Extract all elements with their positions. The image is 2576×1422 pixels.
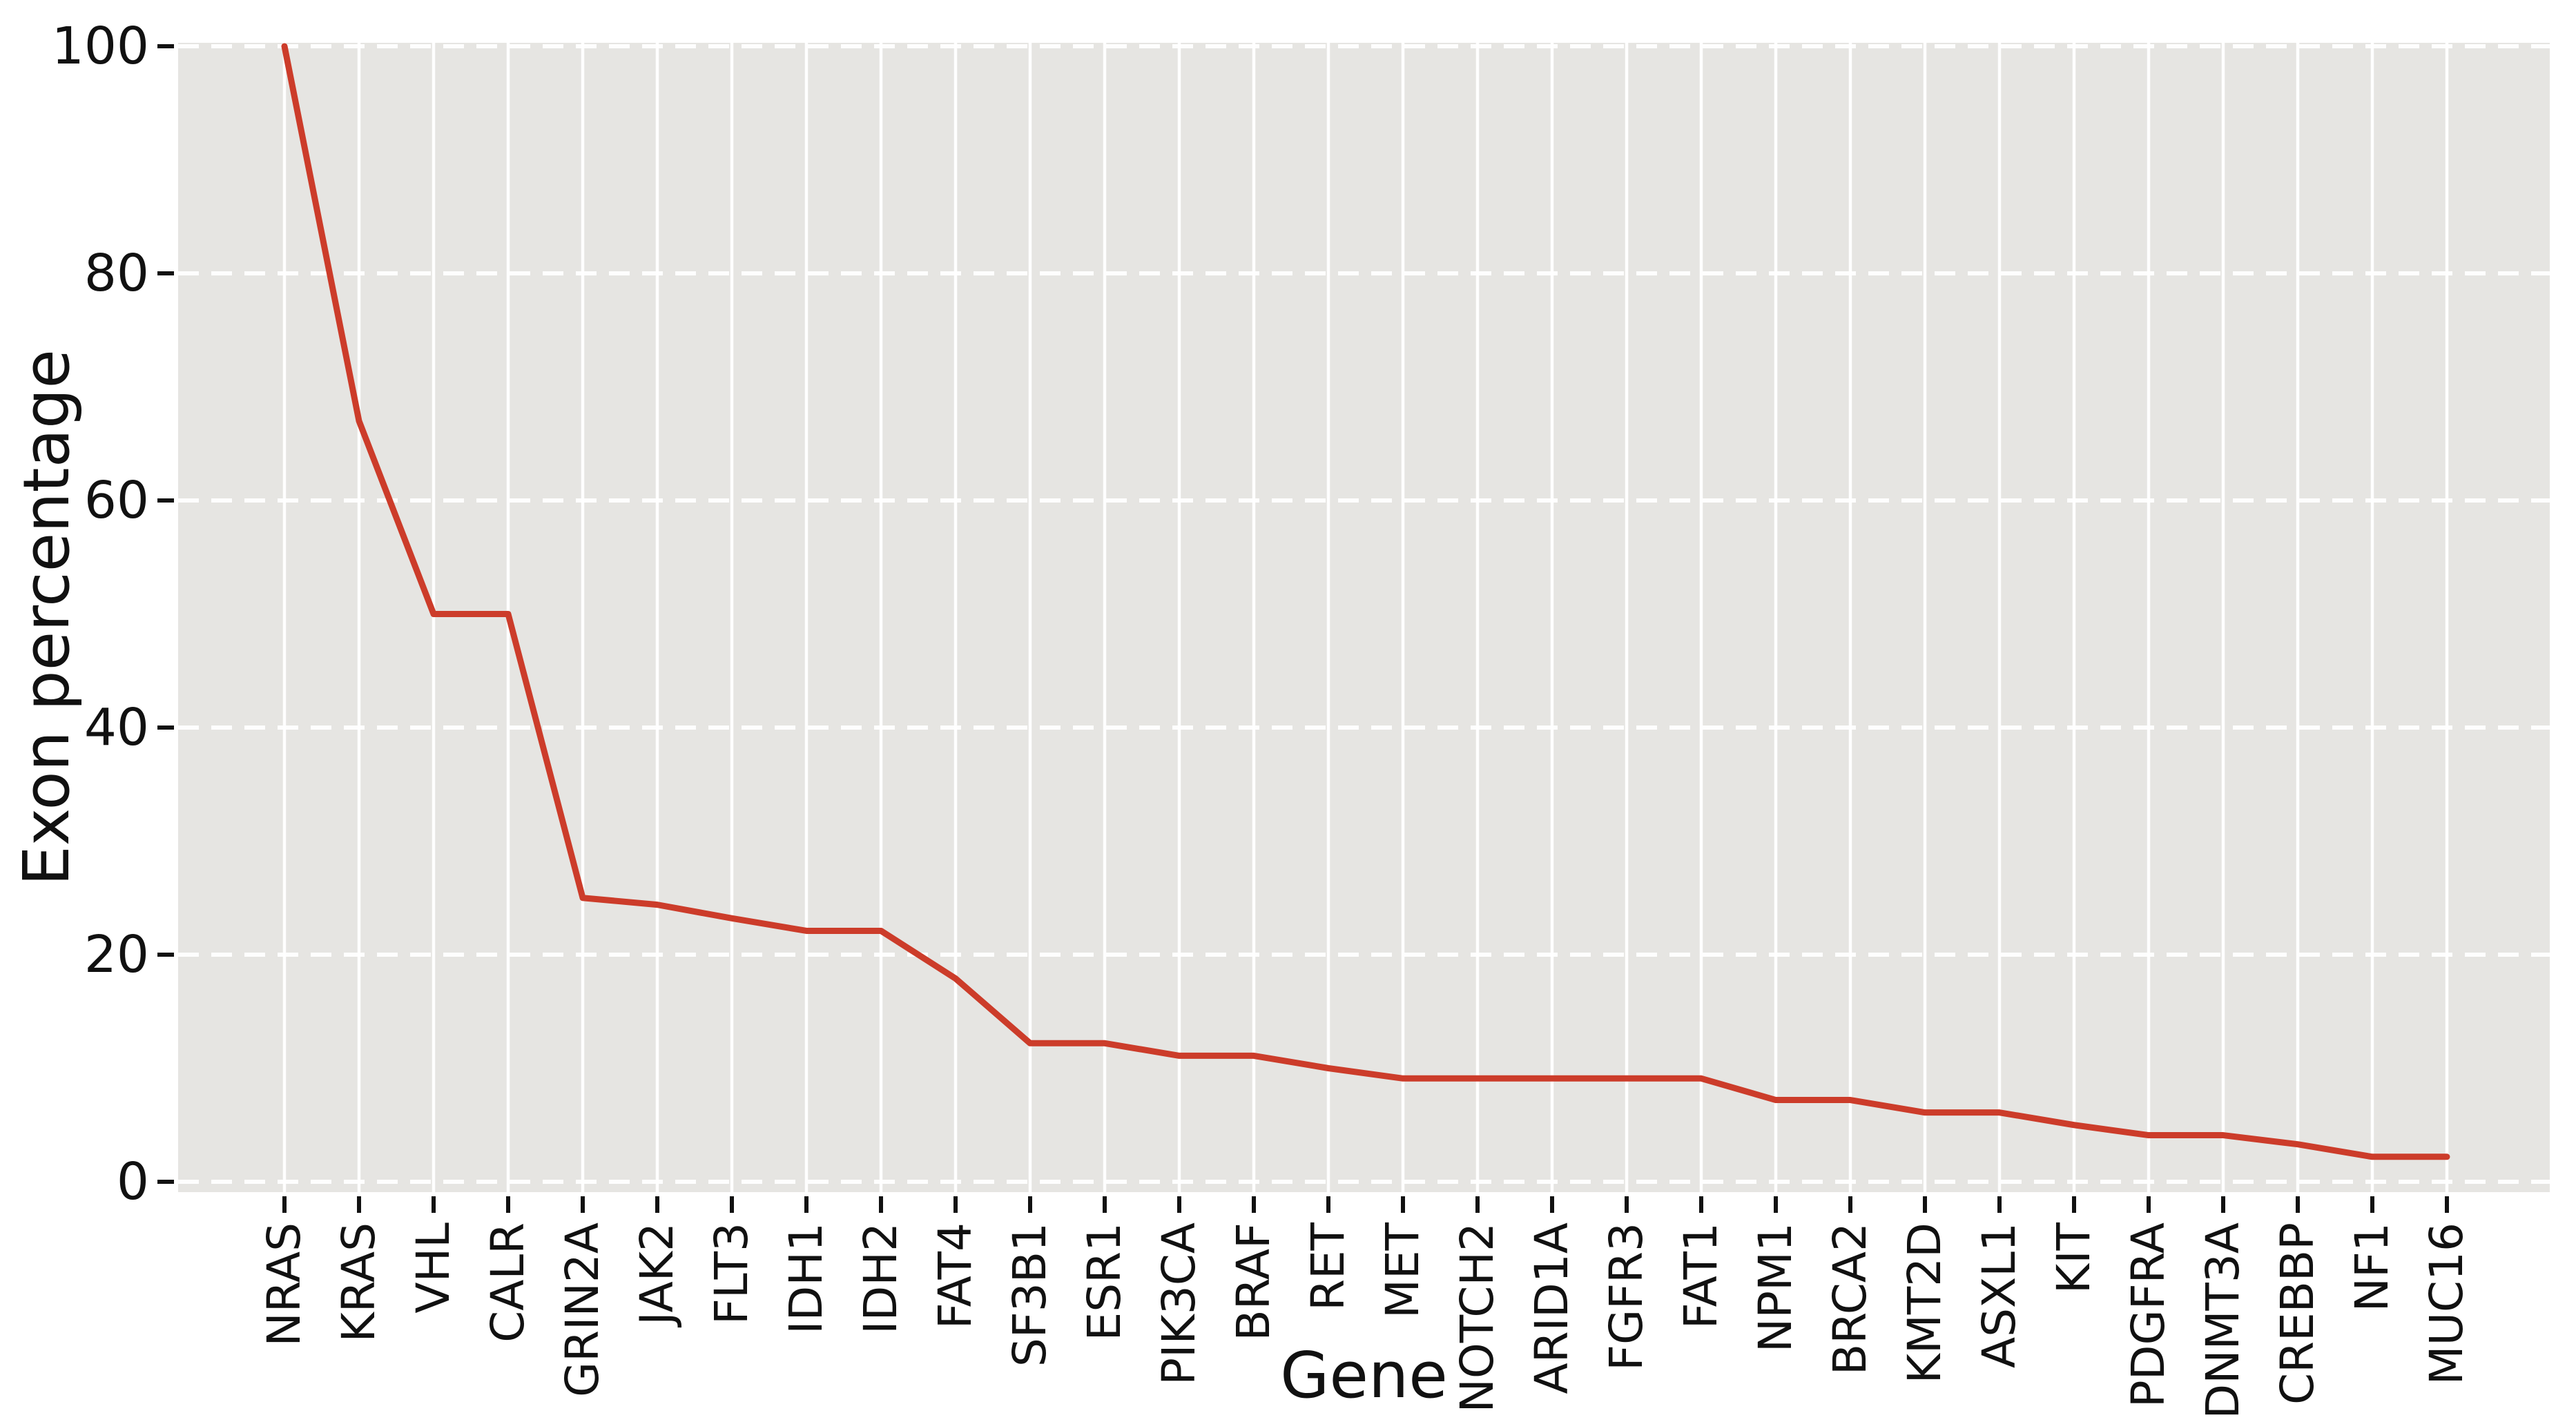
x-tick-label-wrap: CREBBP xyxy=(2265,1223,2331,1422)
x-tick-label-wrap: NOTCH2 xyxy=(1444,1223,1511,1422)
x-tick-label-wrap: NPM1 xyxy=(1743,1223,1809,1422)
x-tick-label: PIK3CA xyxy=(1152,1223,1205,1385)
x-tick-label: MUC16 xyxy=(2420,1223,2473,1385)
x-tick-label-wrap: FAT4 xyxy=(922,1223,989,1422)
y-tick-label: 100 xyxy=(51,17,149,76)
x-tick-label: KMT2D xyxy=(1898,1223,1951,1384)
x-tick-label: NRAS xyxy=(258,1223,311,1347)
x-tick-label: KRAS xyxy=(332,1223,385,1343)
x-tick-label: KIT xyxy=(2047,1223,2100,1294)
x-tick-label: GRIN2A xyxy=(556,1223,609,1397)
x-tick-label: MET xyxy=(1376,1223,1429,1318)
x-tick-label-wrap: KRAS xyxy=(326,1223,392,1422)
x-tick-label-wrap: MUC16 xyxy=(2414,1223,2480,1422)
x-tick-label: ASXL1 xyxy=(1973,1223,2026,1369)
exon-percentage-line xyxy=(281,43,2450,1160)
y-tick-label: 60 xyxy=(84,471,149,530)
y-axis-title: Exon percentage xyxy=(10,349,84,886)
x-tick-label: RET xyxy=(1301,1223,1355,1311)
x-tick-label-wrap: KMT2D xyxy=(1892,1223,1958,1422)
x-tick-label-wrap: MET xyxy=(1370,1223,1436,1422)
x-tick-label-wrap: PIK3CA xyxy=(1146,1223,1212,1422)
x-tick-label-wrap: BRCA2 xyxy=(1817,1223,1883,1422)
x-tick-label: FAT1 xyxy=(1674,1223,1727,1330)
x-tick-label-wrap: FGFR3 xyxy=(1594,1223,1660,1422)
x-tick-label: NPM1 xyxy=(1749,1223,1802,1353)
x-tick-label-wrap: NRAS xyxy=(251,1223,318,1422)
x-tick-label-wrap: IDH2 xyxy=(848,1223,914,1422)
x-tick-label: VHL xyxy=(407,1223,460,1314)
x-tick-label: NOTCH2 xyxy=(1451,1223,1504,1413)
plot-area xyxy=(178,43,2550,1192)
x-tick-label: BRAF xyxy=(1227,1223,1280,1341)
x-tick-label-wrap: FAT1 xyxy=(1668,1223,1734,1422)
x-tick-label: FAT4 xyxy=(929,1223,982,1330)
x-tick-label-wrap: SF3B1 xyxy=(997,1223,1063,1422)
x-tick-label-wrap: CALR xyxy=(475,1223,541,1422)
y-tick-label: 80 xyxy=(84,244,149,303)
x-tick-label: BRCA2 xyxy=(1823,1223,1877,1376)
x-tick-label: IDH1 xyxy=(779,1223,833,1334)
x-tick-label: NF1 xyxy=(2345,1223,2399,1312)
x-tick-label-wrap: RET xyxy=(1295,1223,1362,1422)
x-tick-label: CREBBP xyxy=(2271,1223,2324,1405)
x-tick-label-wrap: DNMT3A xyxy=(2190,1223,2256,1422)
x-tick-label-wrap: KIT xyxy=(2041,1223,2107,1422)
x-tick-label: CALR xyxy=(481,1223,534,1343)
x-tick-label: ARID1A xyxy=(1525,1223,1578,1394)
x-tick-label: PDGFRA xyxy=(2122,1223,2175,1408)
x-tick-label: FGFR3 xyxy=(1600,1223,1653,1371)
y-tick-label: 40 xyxy=(84,698,149,757)
y-tick-label: 20 xyxy=(84,925,149,984)
x-axis-title: Gene xyxy=(1280,1338,1448,1412)
x-tick-label-wrap: IDH1 xyxy=(773,1223,840,1422)
x-tick-label: ESR1 xyxy=(1078,1223,1131,1341)
x-tick-label-wrap: VHL xyxy=(400,1223,467,1422)
x-tick-label-wrap: ARID1A xyxy=(1519,1223,1585,1422)
x-tick-label-wrap: BRAF xyxy=(1221,1223,1287,1422)
x-tick-label-wrap: PDGFRA xyxy=(2115,1223,2182,1422)
x-tick-label-wrap: ASXL1 xyxy=(1966,1223,2033,1422)
x-tick-label-wrap: JAK2 xyxy=(624,1223,690,1422)
x-tick-label-wrap: NF1 xyxy=(2339,1223,2405,1422)
x-tick-label: DNMT3A xyxy=(2196,1223,2249,1419)
y-axis-title-wrap: Exon percentage xyxy=(6,43,88,1192)
x-tick-label: JAK2 xyxy=(630,1223,684,1325)
x-tick-label-wrap: ESR1 xyxy=(1072,1223,1138,1422)
x-tick-label-wrap: GRIN2A xyxy=(550,1223,616,1422)
x-tick-label: SF3B1 xyxy=(1003,1223,1056,1367)
x-tick-label: IDH2 xyxy=(854,1223,907,1334)
y-tick-label: 0 xyxy=(116,1152,149,1211)
x-tick-label: FLT3 xyxy=(705,1223,758,1325)
x-tick-label-wrap: FLT3 xyxy=(699,1223,765,1422)
